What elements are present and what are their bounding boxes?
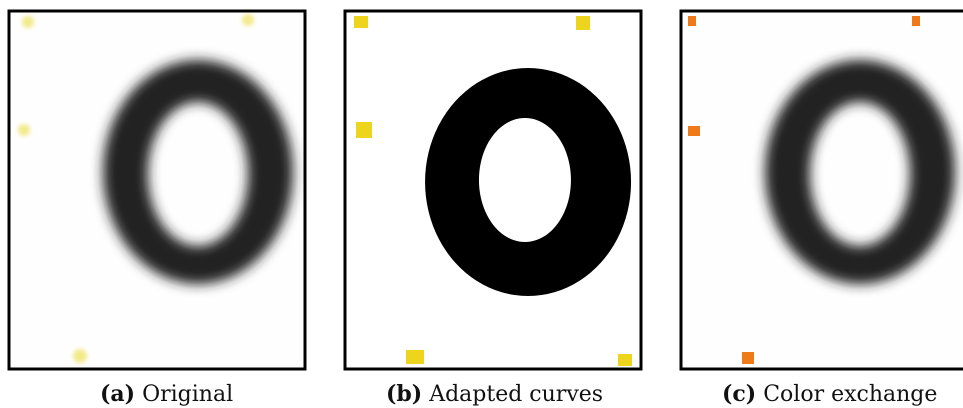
caption-c: (c) Color exchange [722, 381, 937, 407]
caption-a: (a) Original [100, 381, 233, 407]
figure-svg: (a) Original (b) Adapted curves (c) Colo… [0, 0, 963, 408]
caption-b: (b) Adapted curves [386, 381, 603, 407]
panel-c: (c) Color exchange [681, 11, 963, 407]
panel-label: (a) [100, 381, 135, 407]
panel-label: (c) [722, 381, 756, 407]
panel-caption: Color exchange [763, 382, 937, 407]
panel-caption: Adapted curves [428, 382, 603, 407]
panel-a: (a) Original [9, 11, 305, 407]
panel-b: (b) Adapted curves [345, 11, 641, 407]
panel-label: (b) [386, 381, 422, 407]
panel-caption: Original [142, 382, 233, 407]
figure: (a) Original (b) Adapted curves (c) Colo… [0, 0, 963, 408]
